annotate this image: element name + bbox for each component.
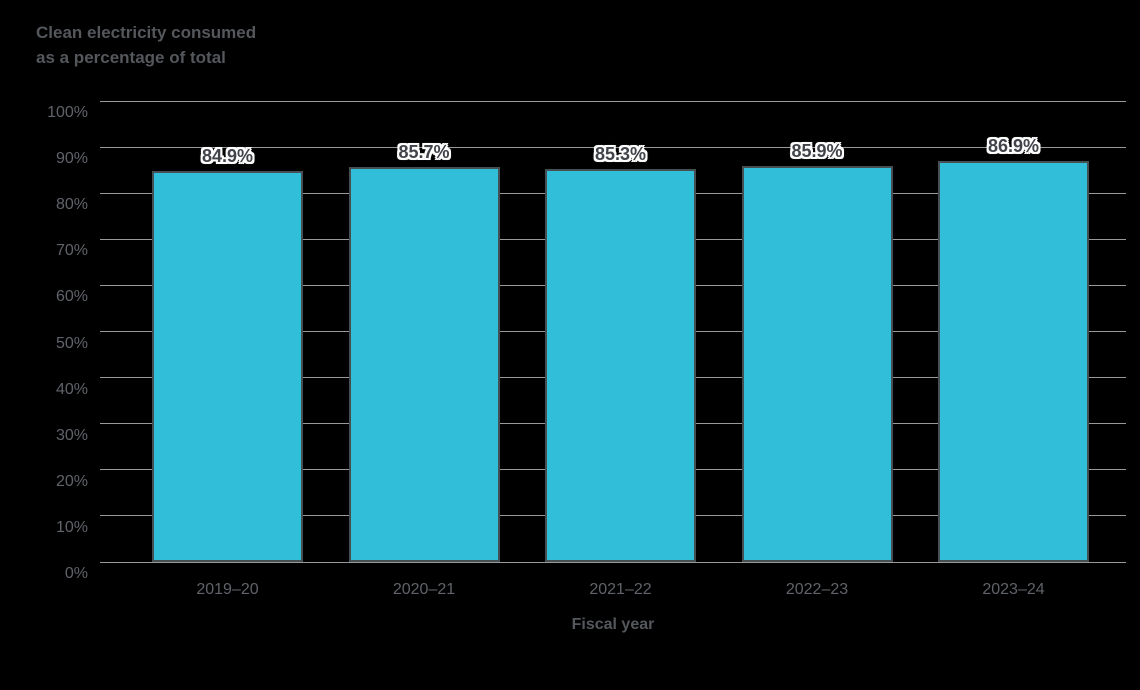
- y-axis-tick-label-40: 40%: [55, 380, 88, 398]
- chart-title-line1: Clean electricity consumed: [36, 23, 257, 42]
- gridline-90: [100, 146, 1126, 148]
- x-axis-title: Fiscal year: [571, 616, 655, 633]
- y-axis-tick-label-0: 0%: [64, 565, 88, 582]
- y-axis-tick-label-10: 10%: [55, 518, 88, 536]
- bar-2019–20: [152, 170, 303, 562]
- bar-value-label-2019–20: 84.9%: [201, 145, 254, 166]
- bar-value-label-2020–21: 85.7%: [398, 141, 450, 162]
- x-axis-tick-label-2023–24: 2023–24: [982, 581, 1045, 598]
- x-axis-tick-label-2019–20: 2019–20: [196, 581, 259, 598]
- chart-title-line2: as a percentage of total: [36, 48, 226, 67]
- bar-2022–23: [741, 166, 893, 562]
- x-axis-tick-label-2021–22: 2021–22: [589, 581, 652, 598]
- y-axis-tick-label-70: 70%: [55, 242, 88, 260]
- y-axis-tick-label-80: 80%: [55, 196, 88, 214]
- x-axis-tick-label-2020–21: 2020–21: [392, 581, 456, 598]
- bar-value-label-2021–22: 85.3%: [594, 143, 647, 164]
- gridline-100: [100, 100, 1126, 102]
- y-axis-tick-label-100: 100%: [47, 104, 88, 121]
- bar-value-label-2022–23: 85.9%: [791, 141, 843, 161]
- y-axis-tick-label-30: 30%: [55, 426, 88, 444]
- bar-2023–24: [938, 161, 1089, 562]
- chart-title: Clean electricity consumed as a percenta…: [36, 20, 256, 70]
- y-axis-tick-label-90: 90%: [55, 150, 88, 168]
- y-axis-tick-label-60: 60%: [55, 288, 88, 306]
- gridline-0: [100, 561, 1126, 563]
- y-axis-tick-label-20: 20%: [55, 472, 88, 490]
- bar-value-label-2023–24: 86.9%: [987, 136, 1040, 157]
- bar-2020–21: [348, 166, 500, 562]
- x-axis-tick-label-2022–23: 2022–23: [785, 581, 849, 598]
- bar-2021–22: [545, 168, 696, 562]
- y-axis-tick-label-50: 50%: [55, 334, 88, 352]
